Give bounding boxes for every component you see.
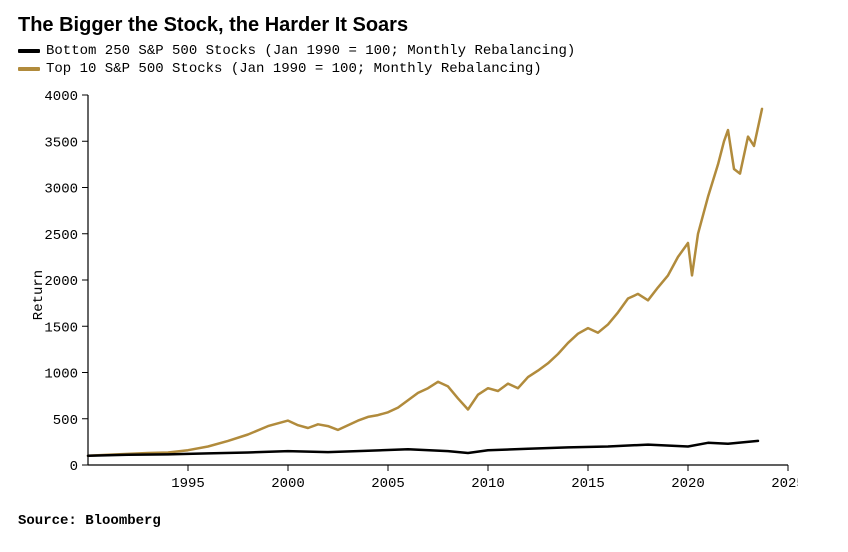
svg-text:2020: 2020 [671, 476, 705, 492]
svg-text:500: 500 [53, 413, 78, 429]
svg-text:1500: 1500 [44, 320, 78, 336]
legend-item-bottom250: Bottom 250 S&P 500 Stocks (Jan 1990 = 10… [18, 43, 830, 59]
svg-text:0: 0 [70, 459, 78, 475]
legend-swatch-bottom250 [18, 49, 40, 53]
svg-text:2000: 2000 [271, 476, 305, 492]
svg-text:1000: 1000 [44, 367, 78, 383]
line-chart: 0 500 1000 1500 2000 2500 3000 3500 4000 1995 2000… [18, 85, 798, 505]
svg-text:3500: 3500 [44, 135, 78, 151]
svg-text:3000: 3000 [44, 182, 78, 198]
svg-text:2025: 2025 [771, 476, 798, 492]
legend-label-top10: Top 10 S&P 500 Stocks (Jan 1990 = 100; M… [46, 61, 542, 77]
svg-text:1995: 1995 [171, 476, 205, 492]
chart-area: Return 0 500 1000 1500 2000 2500 3000 3500 4000 1… [18, 85, 798, 505]
chart-title: The Bigger the Stock, the Harder It Soar… [18, 14, 830, 37]
source-attribution: Source: Bloomberg [18, 513, 830, 529]
chart-container: The Bigger the Stock, the Harder It Soar… [0, 0, 848, 552]
svg-text:2500: 2500 [44, 228, 78, 244]
svg-text:2015: 2015 [571, 476, 605, 492]
svg-text:2005: 2005 [371, 476, 405, 492]
legend-swatch-top10 [18, 67, 40, 71]
y-axis-label: Return [31, 270, 47, 320]
svg-text:4000: 4000 [44, 89, 78, 105]
svg-text:2010: 2010 [471, 476, 505, 492]
legend-item-top10: Top 10 S&P 500 Stocks (Jan 1990 = 100; M… [18, 61, 830, 77]
legend-label-bottom250: Bottom 250 S&P 500 Stocks (Jan 1990 = 10… [46, 43, 575, 59]
svg-text:2000: 2000 [44, 274, 78, 290]
